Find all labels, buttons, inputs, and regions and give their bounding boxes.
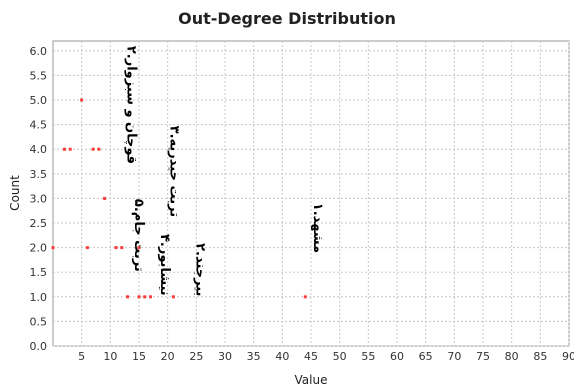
x-tick-label: 60: [390, 350, 404, 363]
data-point: [97, 147, 101, 151]
data-point: [80, 98, 84, 102]
y-tick-label: 4.0: [30, 143, 48, 156]
x-tick-label: 75: [476, 350, 490, 363]
x-tick-label: 90: [562, 350, 574, 363]
tick-labels: 0.0 0.5 1.0 1.5 2.0 2.5 3.0 3.5 4.0 4.5 5.0 5.5 6.0 5…: [30, 45, 574, 363]
x-tick-label: 50: [333, 350, 347, 363]
data-point: [126, 295, 130, 299]
data-point: [68, 147, 72, 151]
point-annotation: ۳.تربت حیدریه: [167, 126, 182, 217]
x-axis-title: Value: [295, 373, 328, 387]
x-tick-label: 5: [78, 350, 85, 363]
x-tick-label: 55: [361, 350, 375, 363]
y-axis-title: Count: [8, 175, 22, 211]
data-point: [114, 246, 118, 250]
data-point: [137, 295, 141, 299]
data-point: [120, 246, 124, 250]
data-point: [51, 246, 55, 250]
y-tick-label: 3.5: [30, 168, 48, 181]
annotations: ۲.قوچان و سبزوار ۳.تربت حیدریه ۵.تربت جام ۴…: [124, 46, 325, 297]
data-point: [143, 295, 147, 299]
data-point: [137, 246, 141, 250]
y-tick-label: 3.0: [30, 192, 48, 205]
x-tick-label: 70: [447, 350, 461, 363]
y-tick-label: 4.5: [30, 119, 48, 132]
y-tick-label: 0.0: [30, 340, 48, 353]
point-annotation: ۱.مشهد: [310, 203, 325, 253]
y-tick-label: 5.5: [30, 69, 48, 82]
x-tick-label: 15: [132, 350, 146, 363]
data-point: [148, 295, 152, 299]
x-tick-label: 25: [189, 350, 203, 363]
point-annotation: ۴.نیشابور: [157, 234, 172, 296]
y-tick-label: 0.5: [30, 315, 48, 328]
point-annotation: ۲.قوچان و سبزوار: [124, 46, 139, 164]
y-tick-label: 1.0: [30, 291, 48, 304]
data-point: [62, 147, 66, 151]
data-point: [91, 147, 95, 151]
y-tick-label: 6.0: [30, 45, 48, 58]
x-tick-label: 65: [419, 350, 433, 363]
grid: [53, 41, 570, 347]
data-point: [303, 295, 307, 299]
data-point: [85, 246, 89, 250]
data-point: [103, 196, 107, 200]
point-annotation: ۵.تربت جام: [131, 199, 146, 272]
data-point: [171, 295, 175, 299]
x-tick-label: 45: [304, 350, 318, 363]
x-tick-label: 10: [103, 350, 117, 363]
x-tick-label: 85: [533, 350, 547, 363]
y-tick-label: 5.0: [30, 94, 48, 107]
y-tick-label: 1.5: [30, 266, 48, 279]
y-tick-label: 2.0: [30, 242, 48, 255]
x-tick-label: 80: [505, 350, 519, 363]
data-points: [51, 98, 307, 299]
y-tick-label: 2.5: [30, 217, 48, 230]
x-tick-label: 40: [275, 350, 289, 363]
point-annotation: ۲.بیرجند: [192, 243, 207, 296]
chart-title: Out-Degree Distribution: [178, 9, 396, 28]
x-tick-label: 30: [218, 350, 232, 363]
x-tick-label: 20: [161, 350, 175, 363]
x-tick-label: 35: [247, 350, 261, 363]
